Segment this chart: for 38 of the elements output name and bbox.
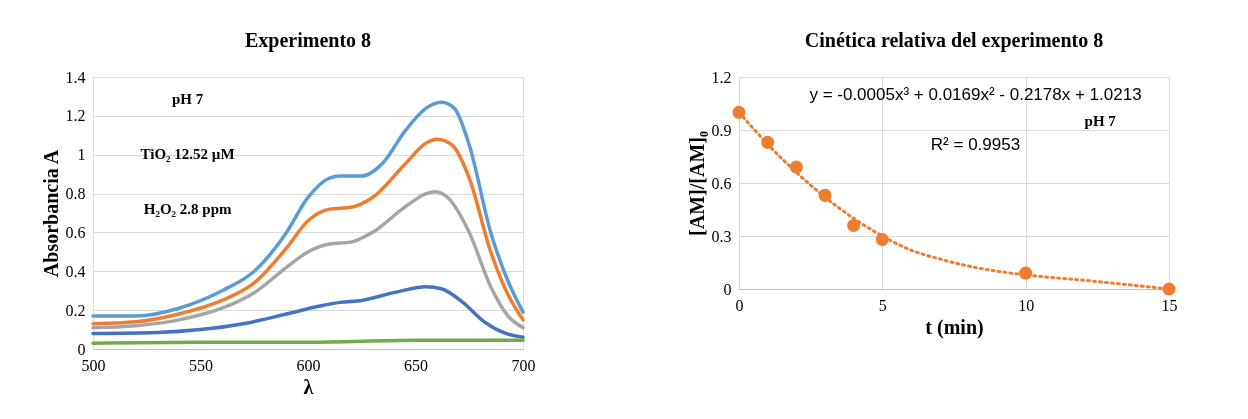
- annotation: TiO₂ 12.52 µM: [140, 146, 235, 162]
- point: [847, 218, 861, 232]
- x-tick-label: 600: [296, 356, 321, 374]
- x-tick-label: 15: [1161, 296, 1178, 314]
- y-tick-label: 0.6: [711, 174, 732, 192]
- y-tick-label: 0.8: [65, 185, 86, 203]
- y-tick-label: 0: [77, 340, 86, 358]
- x-tick-label: 0: [735, 296, 744, 314]
- y-tick-label: 1: [77, 146, 86, 164]
- x-tick-label: 550: [189, 356, 213, 374]
- x-tick-label: 700: [511, 356, 536, 374]
- x-tick-label: 10: [1018, 296, 1035, 314]
- y-tick-label: 1.2: [65, 107, 86, 125]
- x-axis-title: λ: [303, 375, 314, 398]
- x-tick-label: 500: [81, 356, 106, 374]
- line-series: [91, 137, 525, 326]
- y-tick-label: 0.6: [65, 223, 86, 241]
- annotation: pH 7: [171, 91, 204, 107]
- line-series: [91, 285, 525, 340]
- x-tick-label: 5: [878, 296, 887, 314]
- annotation: H₂O₂ 2.8 ppm: [143, 201, 232, 217]
- line-series: [91, 189, 525, 330]
- y-tick-label: 1.2: [711, 68, 732, 86]
- annotation: R² = 0.9953: [930, 135, 1021, 154]
- y-axis-title: [AM]/[AM]₀: [685, 131, 708, 236]
- y-axis-title: Absorbancia A: [39, 149, 62, 278]
- chart-title: Experimento 8: [244, 29, 372, 52]
- chart-title: Cinética relativa del experimento 8: [804, 29, 1104, 52]
- x-tick-label: 650: [404, 356, 428, 374]
- x-axis-title: t (min): [925, 315, 984, 339]
- annotation: pH 7: [1084, 113, 1117, 129]
- y-tick-label: 0.9: [711, 121, 732, 139]
- y-tick-label: 0.2: [65, 301, 86, 319]
- y-tick-label: 0.4: [65, 262, 86, 280]
- y-tick-label: 0: [723, 280, 732, 298]
- annotation: y = -0.0005x³ + 0.0169x² - 0.2178x + 1.0213: [809, 85, 1142, 104]
- y-tick-label: 0.3: [711, 227, 732, 245]
- y-tick-label: 1.4: [65, 68, 86, 86]
